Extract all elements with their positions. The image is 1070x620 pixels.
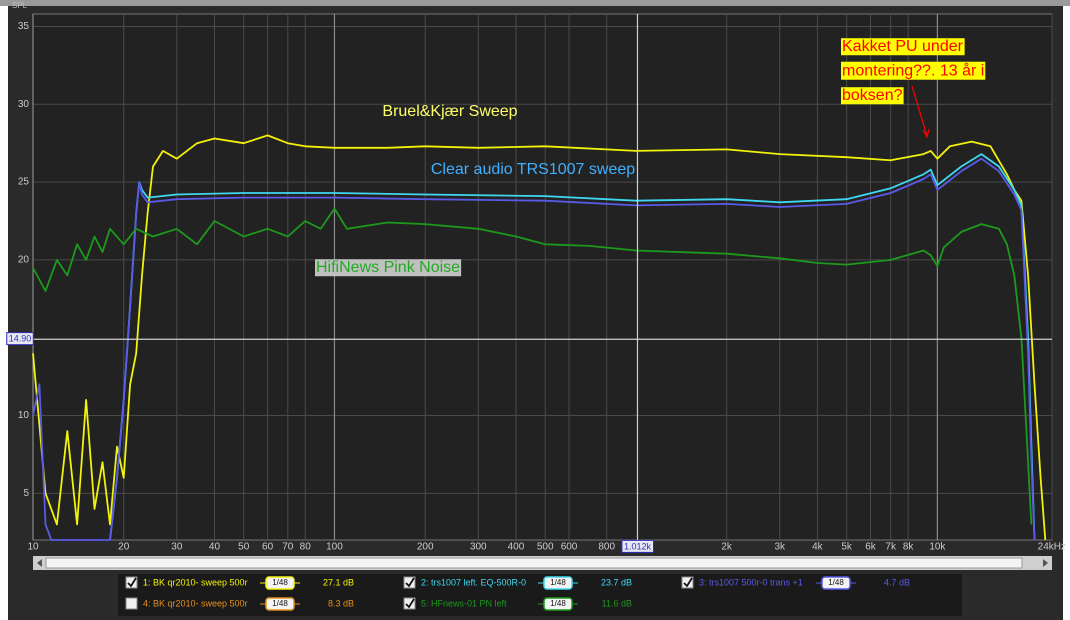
y-tick-label: 10 <box>18 410 30 421</box>
y-tick-label: 5 <box>23 488 29 499</box>
series-line <box>32 207 1033 525</box>
x-tick-label: 4k <box>812 542 824 553</box>
x-tick-label: 80 <box>300 542 312 553</box>
legend-label: 5: HFnews-01 PN left <box>421 598 507 608</box>
annotation-arrow <box>911 85 928 137</box>
legend-readout: 11.6 dB <box>602 598 632 608</box>
legend-checkbox[interactable] <box>403 597 416 610</box>
plot: 5 10 20 25 30 35 10 20 30 40 50 60 70 80 100 200 300 400 5… <box>6 13 1066 553</box>
x-tick-label: 8k <box>903 542 915 553</box>
legend-label: 2: trs1007 left. EQ-500R-0 <box>421 577 526 587</box>
x-tick-label: 600 <box>561 542 578 553</box>
annotation: HifiNews Pink Noise <box>316 259 460 276</box>
annotation: montering??. 13 år i <box>842 62 984 80</box>
x-tick-label: 400 <box>508 542 525 553</box>
legend-readout: 4.7 dB <box>884 577 910 587</box>
scroll-right[interactable] <box>1043 559 1048 567</box>
legend-checkmark <box>405 577 415 588</box>
x-tick-label: 300 <box>470 542 487 553</box>
legend-smoothing: 1/48 <box>272 578 288 587</box>
x-tick-label: 70 <box>282 542 294 553</box>
annotation: boksen? <box>842 87 903 104</box>
legend-checkbox[interactable] <box>125 576 138 589</box>
series-line <box>32 157 1036 541</box>
cursor-y-label: 14.90 <box>9 334 32 344</box>
series-line <box>32 134 1047 541</box>
cursor-y-label-box <box>6 332 34 346</box>
x-tick-label: 500 <box>537 542 554 553</box>
legend-smoothing-box <box>265 597 295 611</box>
legend-smoothing-box <box>543 597 573 611</box>
x-tick-label: 60 <box>262 542 274 553</box>
annotation-arrowhead <box>922 128 930 139</box>
legend-smoothing-box <box>821 576 851 590</box>
annotation-background <box>315 259 462 277</box>
x-tick-label: 200 <box>417 542 434 553</box>
x-tick-label: 40 <box>209 542 221 553</box>
legend-label: 3: trs1007 500r-0 trans +1 <box>699 577 803 587</box>
annotation-background <box>841 38 965 56</box>
legend-checkmark <box>405 598 415 609</box>
x-tick-label: 100 <box>326 542 343 553</box>
y-axis-label: SPL <box>12 1 28 10</box>
legend-smoothing: 1/48 <box>828 578 844 587</box>
scrollbar-thumb[interactable] <box>45 557 1023 569</box>
cursor-x-label-box <box>621 539 654 553</box>
scroll-left[interactable] <box>37 559 42 567</box>
legend-checkbox[interactable] <box>403 576 416 589</box>
legend: 1: BK qr2010- sweep 500r 1/48 27.1 dB 2: tr… <box>125 576 910 611</box>
annotation-background <box>841 87 904 105</box>
annotation-background <box>841 61 986 80</box>
legend-label: 1: BK qr2010- sweep 500r <box>143 577 248 587</box>
legend-readout: 27.1 dB <box>323 577 354 587</box>
y-tick-label: 30 <box>18 99 30 110</box>
x-tick-label: 3k <box>774 542 786 553</box>
legend-checkmark <box>127 577 137 588</box>
legend-smoothing-box <box>543 576 573 590</box>
legend-smoothing: 1/48 <box>550 578 566 587</box>
legend-checkbox[interactable] <box>125 597 138 610</box>
legend-smoothing: 1/48 <box>550 599 566 608</box>
x-tick-label: 10 <box>27 542 39 553</box>
y-tick-label: 35 <box>18 21 30 32</box>
x-tick-label: 6k <box>865 542 877 553</box>
legend-smoothing: 1/48 <box>272 599 288 608</box>
x-tick-label: 20 <box>118 542 130 553</box>
legend-smoothing-box <box>265 576 295 590</box>
x-tick-label: 5k <box>841 542 853 553</box>
x-tick-label: 24kHz <box>1038 542 1066 553</box>
top-bar <box>0 0 1070 6</box>
x-tick-label: 800 <box>598 542 615 553</box>
annotation: Kakket PU under <box>842 38 964 55</box>
y-tick-label: 20 <box>18 255 30 266</box>
x-tick-label: 30 <box>171 542 183 553</box>
legend-checkmark <box>683 577 693 588</box>
x-tick-label: 7k <box>885 542 897 553</box>
legend-checkbox[interactable] <box>681 576 694 589</box>
legend-label: 4: BK qr2010- sweep 500r <box>143 598 248 608</box>
legend-readout: 23.7 dB <box>601 577 632 587</box>
x-tick-label: 2k <box>721 542 733 553</box>
y-tick-label: 25 <box>18 177 30 188</box>
legend-readout: 8.3 dB <box>328 598 354 608</box>
x-tick-label: 10k <box>929 542 946 553</box>
x-tick-label: 50 <box>238 542 250 553</box>
annotation: Bruel&Kjær Sweep <box>382 103 517 120</box>
annotation: Clear audio TRS1007 sweep <box>431 161 635 178</box>
cursor-x-label: 1.012k <box>624 541 652 551</box>
